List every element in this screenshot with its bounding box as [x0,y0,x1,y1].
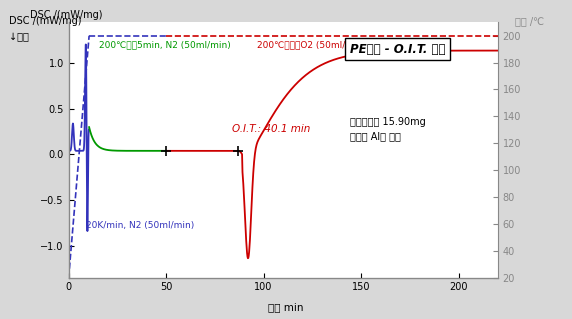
Text: 时间 min: 时间 min [268,303,304,313]
Text: PE粒子 - O.I.T. 测试: PE粒子 - O.I.T. 测试 [349,43,445,56]
Text: 20K/min, N2 (50ml/min): 20K/min, N2 (50ml/min) [86,221,194,230]
Text: 温度 /℃: 温度 /℃ [515,16,544,26]
Text: ↓放热: ↓放热 [9,32,29,42]
Text: DSC /(mW/mg): DSC /(mW/mg) [30,10,102,20]
Text: O.I.T.: 40.1 min: O.I.T.: 40.1 min [232,124,310,134]
Text: DSC /(mW/mg): DSC /(mW/mg) [9,16,81,26]
Text: 200℃恒湐5min, N2 (50ml/min): 200℃恒湐5min, N2 (50ml/min) [99,40,231,49]
Text: 样品称重： 15.90mg
坑埙： Al， 散口: 样品称重： 15.90mg 坑埙： Al， 散口 [349,117,426,142]
Text: 200℃恒温，O2 (50ml/min): 200℃恒温，O2 (50ml/min) [257,40,366,49]
